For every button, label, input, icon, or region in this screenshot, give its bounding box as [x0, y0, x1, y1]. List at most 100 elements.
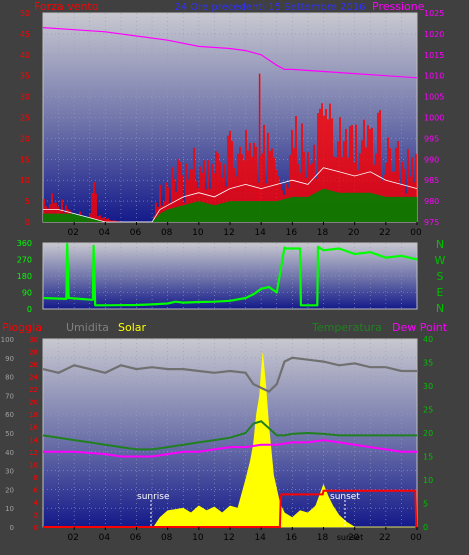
p3-xtick-label: 02 [67, 533, 78, 543]
humidity-axis-label: 10 [5, 505, 14, 513]
legend-rain: Pioggia [2, 321, 42, 334]
panel1-x-axis: 02 04 06 08 10 12 14 16 18 20 22 00 [67, 222, 422, 238]
panel3-x-axis: 02 04 06 08 10 12 14 16 18 20 22 00 sunset [67, 527, 422, 543]
rain-axis-label: 14 [29, 436, 38, 444]
legend-humidity: Umidita [66, 321, 109, 334]
solar-area [43, 353, 417, 528]
panel2-series [42, 242, 418, 307]
dewpoint-line [43, 439, 417, 458]
compass-n-bottom: N [436, 302, 444, 315]
pressure-axis-label: 1005 [424, 93, 444, 102]
legend-solar: Solar [118, 321, 147, 334]
rain-axis-label: 10 [29, 461, 38, 469]
humidity-axis-label: 0 [10, 524, 14, 532]
legend-dewpoint: Dew Point [392, 321, 448, 334]
humidity-axis-label: 50 [5, 430, 14, 438]
panel3-series [42, 353, 418, 528]
panel2-left-axis: 0 90 180 270 360 [17, 239, 32, 314]
p3-xtick-label: 06 [130, 533, 142, 543]
p1-xtick-label: 00 [410, 228, 422, 238]
legend-temperature: Temperatura [311, 321, 382, 334]
wind-axis-label: 20 [20, 134, 30, 143]
pressure-axis-label: 1010 [424, 72, 444, 81]
compass-w: W [435, 254, 446, 267]
p1-xtick-label: 16 [286, 228, 298, 238]
temperature-humidity-panel: sunrise sunset 0102030405060708090100024… [1, 335, 434, 543]
sunset-label: sunset [330, 492, 360, 502]
humidity-axis-label: 70 [5, 392, 14, 400]
rain-axis-label: 6 [34, 486, 39, 494]
p3-xtick-label: 14 [254, 533, 266, 543]
rain-axis-label: 16 [29, 424, 38, 432]
pressure-axis-label: 990 [424, 155, 439, 164]
p1-xtick-label: 12 [223, 228, 234, 238]
rain-axis-label: 18 [29, 411, 38, 419]
rain-line [43, 489, 418, 528]
rain-axis-label: 8 [34, 474, 38, 482]
compass-n-top: N [436, 238, 444, 251]
wind-axis-label: 35 [20, 72, 30, 81]
panel1-left-axis: 0 5 10 15 20 25 30 35 40 45 50 [20, 9, 30, 227]
temperature-axis-label: 20 [423, 429, 433, 438]
pressure-axis-label: 1015 [424, 51, 444, 60]
rain-axis-label: 24 [29, 374, 38, 382]
rain-axis-label: 26 [29, 361, 38, 369]
p3-xtick-label: 08 [161, 533, 173, 543]
pressure-axis-label: 1020 [424, 30, 444, 39]
p1-xtick-label: 10 [192, 228, 204, 238]
panel3-left-axes: 0102030405060708090100024681012141618202… [1, 336, 39, 532]
pressure-axis-label: 975 [424, 218, 439, 227]
humidity-axis-label: 100 [1, 336, 14, 344]
rain-axis-label: 0 [34, 524, 38, 532]
pressure-axis-label: 995 [424, 134, 439, 143]
panel1-right-axis: 975 980 985 990 995 1000 1005 1010 1015 1020 1025 [424, 9, 444, 227]
p1-xtick-label: 02 [67, 228, 78, 238]
wind-axis-label: 15 [20, 155, 30, 164]
p1-xtick-label: 18 [317, 228, 329, 238]
header-title: 24 Ore precedenti 15 Settembre 2016 [175, 2, 366, 13]
pressure-axis-label: 985 [424, 176, 439, 185]
panel1-series [42, 27, 418, 223]
p3-xtick-label: 00 [410, 533, 422, 543]
pressure-axis-label: 1025 [424, 9, 444, 18]
direction-axis-label: 270 [17, 256, 32, 265]
temperature-axis-label: 15 [423, 453, 433, 462]
rain-axis-label: 20 [29, 399, 38, 407]
compass-e: E [437, 286, 444, 299]
p3-xtick-label: 12 [223, 533, 234, 543]
humidity-axis-label: 40 [5, 449, 14, 457]
p3-xtick-label: 20 [348, 533, 360, 543]
pressure-line [42, 27, 418, 79]
direction-axis-label: 0 [27, 305, 32, 314]
humidity-axis-label: 80 [5, 374, 14, 382]
p3-xtick-label: 16 [286, 533, 298, 543]
wind-axis-label: 25 [20, 114, 30, 123]
rain-axis-label: 28 [29, 349, 38, 357]
p1-xtick-label: 20 [348, 228, 360, 238]
p1-xtick-label: 14 [254, 228, 266, 238]
direction-axis-label: 90 [22, 289, 32, 298]
wind-axis-label: 45 [20, 30, 30, 39]
wind-average-area [43, 188, 417, 222]
header-pressure-label: Pressione [372, 0, 425, 13]
rain-axis-label: 4 [34, 499, 39, 507]
compass-labels: N W S E N [435, 238, 446, 315]
wind-axis-label: 40 [20, 51, 30, 60]
temperature-axis-label: 10 [423, 476, 433, 485]
temperature-axis-label: 30 [423, 382, 433, 391]
direction-axis-label: 360 [17, 239, 32, 248]
humidity-axis-label: 30 [5, 468, 14, 476]
wind-axis-label: 30 [20, 93, 30, 102]
compass-s: S [437, 270, 444, 283]
humidity-axis-label: 20 [5, 486, 14, 494]
panel3-right-axis: 0 5 10 15 20 25 30 35 40 [423, 335, 433, 532]
pressure-axis-label: 980 [424, 197, 439, 206]
wind-direction-panel: 0 90 180 270 360 N W S E N [17, 238, 446, 315]
temperature-axis-label: 35 [423, 359, 433, 368]
temperature-axis-label: 0 [423, 523, 428, 532]
header-wind-label: Forza vento [34, 0, 99, 13]
rain-axis-label: 30 [29, 336, 38, 344]
wind-axis-label: 50 [20, 9, 30, 18]
temperature-axis-label: 40 [423, 335, 433, 344]
